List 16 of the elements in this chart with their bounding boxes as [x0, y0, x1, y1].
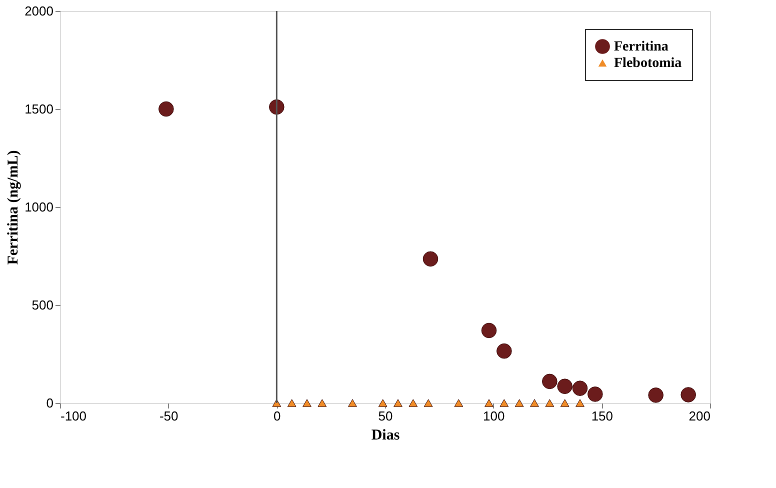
y-tick-label: 1500 [24, 102, 54, 116]
x-tick-label: -50 [159, 408, 178, 424]
x-axis-title: Dias [371, 428, 400, 444]
y-tick-label: 0 [46, 396, 54, 410]
x-tick-label: 200 [688, 408, 710, 424]
x-tick-label: 100 [482, 408, 505, 424]
y-tick-label: 500 [32, 298, 54, 312]
legend-label: Flebotomia [614, 56, 682, 71]
x-tick-label: 150 [591, 408, 614, 424]
x-tick-label: 0 [274, 408, 281, 424]
legend-label: Ferritina [614, 40, 668, 54]
y-axis-title: Ferritina (ng/mL) [6, 150, 22, 265]
y-tick-label: 1000 [24, 200, 54, 214]
y-tick-label: 2000 [24, 4, 54, 18]
x-tick-label: 50 [378, 408, 393, 424]
x-tick-label: -100 [60, 408, 87, 424]
